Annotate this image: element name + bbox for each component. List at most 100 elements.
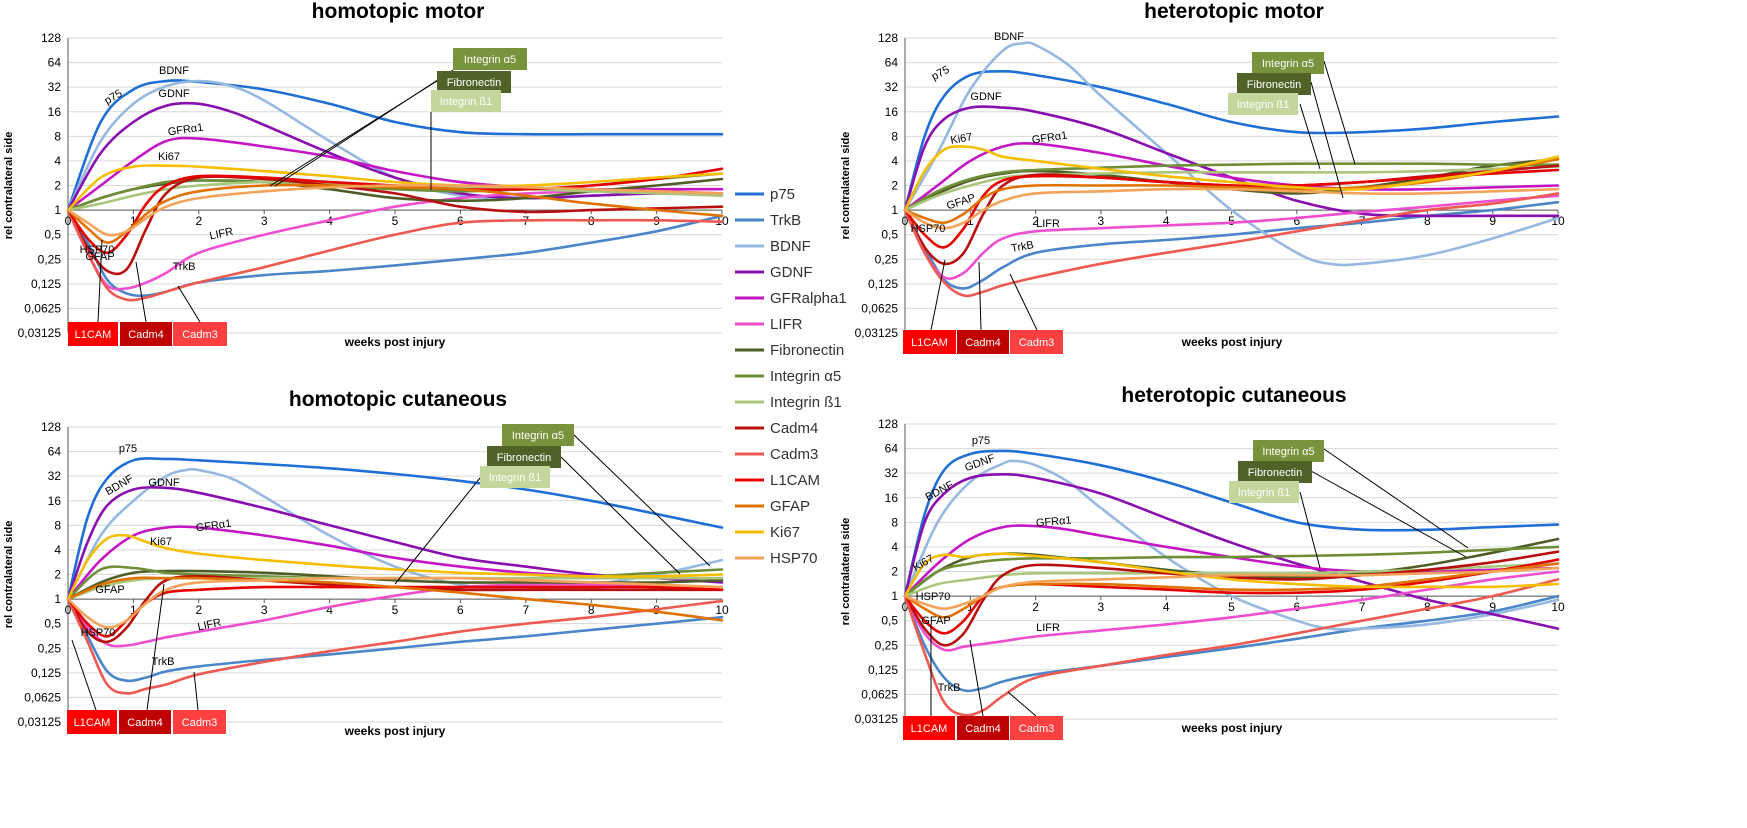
label-box-text: Integrin α5 — [464, 54, 516, 66]
x-tick-label: 4 — [1163, 214, 1170, 228]
label-box-bg — [1237, 73, 1311, 95]
x-tick-label: 10 — [715, 603, 729, 617]
series-line-integrin-alpha5 — [903, 162, 1560, 212]
x-tick-label: 3 — [1098, 214, 1105, 228]
y-tick-label: 128 — [41, 31, 61, 45]
y-tick-label: 0,0625 — [24, 301, 61, 315]
y-tick-label: 64 — [885, 442, 899, 456]
label-box-integrin-alpha5: Integrin α5 — [1252, 52, 1324, 74]
x-tick-label: 0 — [65, 603, 72, 617]
label-box-l1cam: L1CAM — [68, 322, 118, 346]
x-tick-label: 6 — [457, 214, 464, 228]
label-box-fibronectin: Fibronectin — [487, 446, 561, 468]
annotation-gfralpha1: GFRα1 — [195, 518, 232, 535]
annotation-p75: p75 — [930, 64, 952, 83]
legend-item-integrin-alpha5: Integrin α5 — [735, 368, 841, 385]
y-tick-label: 0,03125 — [855, 712, 899, 726]
x-tick-label: 5 — [1228, 214, 1235, 228]
series-line-lifr — [66, 583, 724, 648]
annotation-gfap: GFAP — [95, 584, 124, 596]
legend-label: p75 — [770, 186, 795, 203]
legend-label: TrkB — [770, 212, 801, 229]
annotation-gfralpha1: GFRα1 — [1035, 514, 1072, 529]
y-tick-label: 16 — [885, 105, 899, 119]
series-line-integrin-beta1 — [903, 165, 1560, 212]
series-line-gdnf — [66, 101, 724, 212]
series-line-ki67 — [66, 533, 724, 601]
series-group — [903, 449, 1560, 717]
series-line-integrin-alpha5 — [903, 545, 1560, 598]
x-tick-label: 5 — [392, 603, 399, 617]
label-box-text: Integrin α5 — [1262, 58, 1314, 70]
label-box-bg — [173, 322, 227, 346]
x-tick-label: 10 — [1551, 214, 1565, 228]
label-box-fibronectin: Fibronectin — [1238, 461, 1312, 483]
label-box-text: Cadm4 — [965, 723, 1000, 735]
chart-panel-heterotopic-motor: heterotopic motor 0,03125 0,0625 0,125 0,25 0… — [840, 0, 1565, 354]
chart-panel-homotopic-cutaneous: homotopic cutaneous 0,03125 0,0625 0,125 0,2… — [3, 388, 729, 738]
series-line-cadm3 — [903, 192, 1560, 298]
series-line-gfap — [66, 183, 724, 244]
y-tick-label: 0,25 — [38, 252, 62, 266]
legend-item-p75: p75 — [735, 186, 795, 203]
y-tick-label: 0,03125 — [18, 326, 62, 340]
annotation-leader-line — [135, 261, 147, 323]
annotation-gfralpha1: GFRα1 — [167, 122, 204, 139]
label-box-integrin-beta1: Integrin ß1 — [1228, 93, 1298, 115]
y-tick-label: 0,03125 — [18, 715, 62, 729]
label-box-text: Fibronectin — [1247, 79, 1301, 91]
series-line-gdnf — [903, 472, 1560, 630]
x-tick-label: 6 — [457, 603, 464, 617]
label-box-text: Cadm4 — [127, 717, 162, 729]
label-box-bg — [1010, 716, 1063, 740]
y-tick-label: 32 — [48, 469, 62, 483]
y-axis-title: rel contralateral side — [3, 521, 15, 629]
series-line-lifr — [903, 570, 1560, 652]
x-tick-label: 4 — [1163, 600, 1170, 614]
label-box-bg — [957, 330, 1009, 354]
label-box-bg — [480, 466, 550, 488]
label-box-l1cam: L1CAM — [903, 330, 956, 354]
label-box-bg — [1253, 440, 1324, 462]
label-box-cadm3: Cadm3 — [1010, 330, 1063, 354]
annotation-lifr: LIFR — [1036, 218, 1060, 230]
annotation-leader-line — [1299, 103, 1321, 170]
y-tick-label: 64 — [48, 56, 62, 70]
x-tick-label: 0 — [902, 214, 909, 228]
annotation-hsp70: HSP70 — [916, 591, 951, 603]
label-box-integrin-beta1: Integrin ß1 — [480, 466, 550, 488]
legend-label: Ki67 — [770, 524, 800, 541]
label-box-bg — [502, 424, 574, 446]
series-line-p75 — [66, 79, 724, 212]
x-tick-label: 6 — [1293, 214, 1300, 228]
y-tick-label: 1 — [891, 203, 898, 217]
label-box-integrin-beta1: Integrin ß1 — [1229, 481, 1299, 503]
label-box-integrin-alpha5: Integrin α5 — [502, 424, 574, 446]
chart-title: heterotopic cutaneous — [1121, 384, 1346, 407]
series-line-p75 — [66, 457, 724, 601]
y-tick-label: 0,0625 — [861, 301, 898, 315]
y-tick-label: 4 — [54, 154, 61, 168]
x-tick-label: 8 — [588, 603, 595, 617]
series-line-p75 — [903, 69, 1560, 212]
series-group — [903, 41, 1560, 298]
series-line-l1cam — [903, 168, 1560, 249]
x-tick-label: 3 — [1098, 600, 1105, 614]
annotation-p75: p75 — [103, 88, 125, 108]
y-tick-label: 0,0625 — [861, 687, 898, 701]
annotation-leader-line — [1323, 60, 1356, 165]
series-group — [66, 79, 724, 302]
y-axis-title: rel contralateral side — [840, 518, 852, 626]
x-tick-label: 9 — [1489, 214, 1496, 228]
legend-label: BDNF — [770, 238, 811, 255]
series-line-hsp70 — [66, 576, 724, 629]
annotation-leader-line — [146, 583, 165, 711]
legend-item-bdnf: BDNF — [735, 238, 811, 255]
annotation-gfap: GFAP — [921, 615, 950, 627]
label-box-bg — [903, 330, 956, 354]
y-tick-label: 0,125 — [31, 666, 61, 680]
x-tick-label: 3 — [261, 603, 268, 617]
legend-label: Integrin ß1 — [770, 394, 842, 411]
legend-item-trkb: TrkB — [735, 212, 801, 229]
label-box-cadm3: Cadm3 — [1010, 716, 1063, 740]
